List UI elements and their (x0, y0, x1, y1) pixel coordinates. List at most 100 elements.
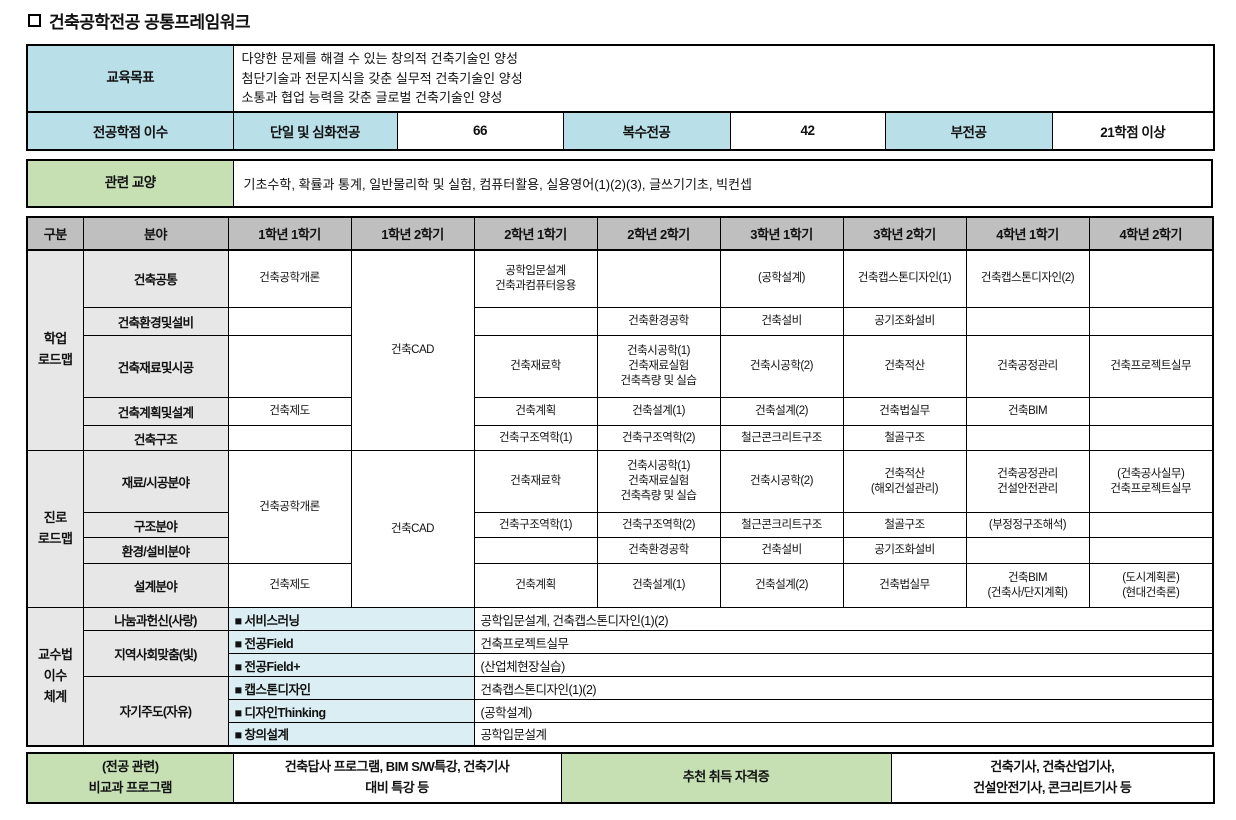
col-header: 2학년 1학기 (473, 216, 598, 251)
course-cell: 건축적산 (842, 335, 967, 398)
course-cell: 건축구조역학(1) (473, 512, 598, 538)
course-cell-cad: 건축CAD (350, 450, 475, 608)
method-courses-cell: 건축캡스톤디자인(1)(2) (473, 676, 1214, 700)
course-cell: 건축시공학(2) (719, 335, 844, 398)
credit-value: 66 (396, 110, 564, 150)
extracurricular-label: (전공 관련) 비교과 프로그램 (26, 752, 234, 803)
course-cell: 철근콘크리트구조 (719, 512, 844, 538)
course-cell: 건축설계(1) (596, 563, 721, 608)
field-cell: 건축공통 (82, 249, 229, 308)
credit-value: 21학점 이상 (1051, 110, 1215, 150)
course-cell: 건축환경공학 (596, 307, 721, 336)
goals-label: 교육목표 (26, 44, 234, 112)
goals-text: 다양한 문제를 해결 수 있는 창의적 건축기술인 양성 첨단기술과 전문지식을… (232, 44, 1215, 112)
col-header: 1학년 2학기 (350, 216, 475, 251)
col-header: 4학년 2학기 (1088, 216, 1214, 251)
course-cell: 건축설계(1) (596, 397, 721, 426)
course-cell: 건축법실무 (842, 397, 967, 426)
liberal-label: 관련 교양 (26, 159, 234, 207)
course-cell: (건축공사실무) 건축프로젝트실무 (1088, 450, 1214, 513)
course-cell: 건축제도 (227, 563, 352, 608)
field-cell: 구조분야 (82, 512, 229, 538)
field-cell: 건축환경및설비 (82, 307, 229, 336)
course-cell: 건축재료학 (473, 450, 598, 513)
course-cell: 건축법실무 (842, 563, 967, 608)
course-cell: 건축계획 (473, 397, 598, 426)
field-cell: 설계분야 (82, 563, 229, 608)
method-cell: ■ 전공Field+ (227, 653, 475, 677)
method-cell: ■ 디자인Thinking (227, 699, 475, 723)
course-cell (1088, 249, 1214, 308)
method-courses-cell: 건축프로젝트실무 (473, 630, 1214, 654)
col-header: 구분 (26, 216, 84, 251)
course-cell: (부정정구조해석) (965, 512, 1090, 538)
page-title: 건축공학전공 공통프레임워크 (28, 8, 1213, 33)
square-bullet-icon (28, 14, 41, 27)
col-header: 2학년 2학기 (596, 216, 721, 251)
course-cell: 건축계획 (473, 563, 598, 608)
course-cell (473, 307, 598, 336)
course-cell: 철골구조 (842, 512, 967, 538)
course-cell: 건축BIM (건축사/단지계획) (965, 563, 1090, 608)
course-cell-intro: 건축공학개론 (227, 450, 352, 564)
col-header: 1학년 1학기 (227, 216, 352, 251)
course-cell: 건축시공학(1) 건축재료실험 건축측량 및 실습 (596, 335, 721, 398)
course-cell: (도시계획론) (현대건축론) (1088, 563, 1214, 608)
course-cell-cad: 건축CAD (350, 249, 475, 451)
field-cell: 재료/시공분야 (82, 450, 229, 513)
field-cell: 건축구조 (82, 425, 229, 451)
credit-type: 부전공 (884, 110, 1053, 150)
course-cell: 건축설비 (719, 537, 844, 564)
course-cell (473, 537, 598, 564)
field-cell: 나눔과헌신(사랑) (82, 607, 229, 631)
roadmap-table: 구분 분야 1학년 1학기 1학년 2학기 2학년 1학기 2학년 2학기 3학… (26, 215, 1214, 747)
course-cell: 건축공정관리 (965, 335, 1090, 398)
course-cell (1088, 397, 1214, 426)
course-cell (965, 425, 1090, 451)
field-cell: 환경/설비분야 (82, 537, 229, 564)
course-cell (596, 249, 721, 308)
course-cell: 건축공학개론 (227, 249, 352, 308)
course-cell: 건축캡스톤디자인(1) (842, 249, 967, 308)
group-label-career: 진로 로드맵 (26, 450, 84, 608)
method-courses-cell: (공학설계) (473, 699, 1214, 723)
course-cell: 건축적산 (해외건설관리) (842, 450, 967, 513)
course-cell (227, 335, 352, 398)
field-cell: 자기주도(자유) (82, 676, 229, 746)
course-cell: 공기조화설비 (842, 537, 967, 564)
col-header: 3학년 2학기 (842, 216, 967, 251)
course-cell (1088, 512, 1214, 538)
liberal-text: 기초수학, 확률과 통계, 일반물리학 및 실험, 컴퓨터활용, 실용영어(1)… (232, 159, 1213, 207)
field-cell: 건축재료및시공 (82, 335, 229, 398)
col-header: 3학년 1학기 (719, 216, 844, 251)
course-cell: 건축캡스톤디자인(2) (965, 249, 1090, 308)
course-cell: 철근콘크리트구조 (719, 425, 844, 451)
course-cell: 건축설계(2) (719, 563, 844, 608)
method-cell: ■ 캡스톤디자인 (227, 676, 475, 700)
extracurricular-programs: 건축답사 프로그램, BIM S/W특강, 건축기사 대비 특강 등 (232, 752, 562, 803)
group-label-pedagogy: 교수법 이수 체계 (26, 607, 84, 746)
course-cell: 건축구조역학(2) (596, 512, 721, 538)
course-cell: 건축설비 (719, 307, 844, 336)
course-cell: 건축BIM (965, 397, 1090, 426)
certificates-list: 건축기사, 건축산업기사, 건설안전기사, 콘크리트기사 등 (890, 752, 1215, 803)
course-cell (965, 537, 1090, 564)
course-cell: 건축시공학(2) (719, 450, 844, 513)
field-cell: 지역사회맞춤(빛) (82, 630, 229, 677)
credits-label: 전공학점 이수 (26, 110, 234, 150)
method-cell: ■ 서비스러닝 (227, 607, 475, 631)
credit-type: 단일 및 심화전공 (232, 110, 398, 150)
course-cell (1088, 537, 1214, 564)
extracurricular-table: (전공 관련) 비교과 프로그램 건축답사 프로그램, BIM S/W특강, 건… (26, 751, 1215, 804)
course-cell: 건축제도 (227, 397, 352, 426)
group-label-academic: 학업 로드맵 (26, 249, 84, 451)
credit-type: 복수전공 (562, 110, 731, 150)
method-courses-cell: (산업체현장실습) (473, 653, 1214, 677)
course-cell (227, 307, 352, 336)
course-cell (1088, 307, 1214, 336)
goals-credits-table: 교육목표 다양한 문제를 해결 수 있는 창의적 건축기술인 양성 첨단기술과 … (26, 44, 1215, 151)
course-cell: 건축재료학 (473, 335, 598, 398)
credit-value: 42 (729, 110, 886, 150)
page-title-text: 건축공학전공 공통프레임워크 (49, 13, 251, 32)
col-header: 분야 (82, 216, 229, 251)
